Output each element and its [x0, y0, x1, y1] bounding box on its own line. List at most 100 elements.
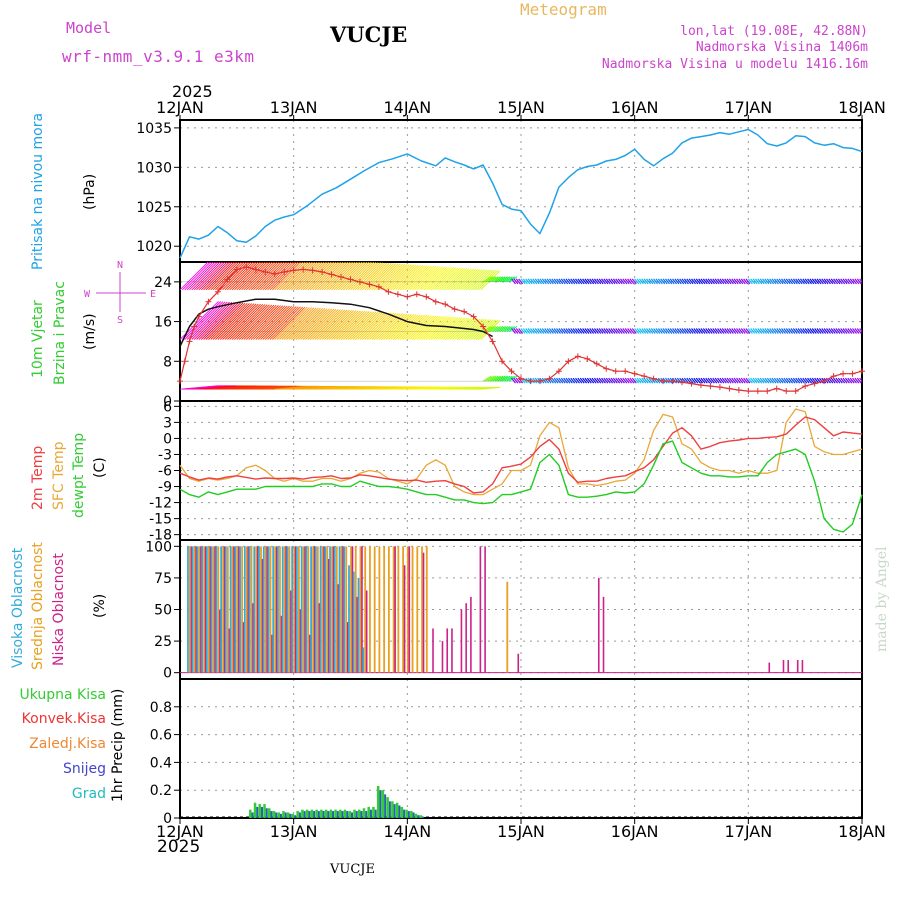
- snow-precip-bar: [308, 811, 311, 818]
- wind-barb: [435, 267, 459, 291]
- wind-barb: [376, 263, 403, 291]
- wind-barb: [411, 315, 437, 340]
- wind-barb: [627, 328, 633, 334]
- wind-barb: [395, 314, 421, 340]
- pressure-line: [179, 128, 863, 259]
- wind-barb: [380, 264, 408, 291]
- wind-barb: [572, 328, 578, 334]
- temp-unit: (C): [92, 457, 108, 478]
- wind-barb: [691, 328, 696, 334]
- wind-barb: [345, 262, 375, 291]
- wind-barb: [664, 328, 670, 334]
- wind-barb: [646, 278, 651, 285]
- wind-barb: [212, 262, 242, 291]
- station-title: VUCJE: [330, 22, 408, 47]
- snow-precip-bar: [407, 811, 410, 818]
- wind-barb: [674, 278, 680, 285]
- temperature-ytick-label: -18: [149, 528, 172, 544]
- wind-barb: [638, 377, 644, 384]
- wind-barb: [546, 278, 552, 285]
- wind-barb: [705, 328, 711, 334]
- wind-barb: [598, 278, 604, 285]
- wind-barb: [487, 326, 497, 332]
- wind-barb: [757, 328, 763, 334]
- wind-barb: [546, 328, 552, 334]
- wind-barb: [548, 278, 554, 285]
- wind-barb: [830, 328, 836, 334]
- wind-barb: [501, 375, 511, 382]
- wind-barb: [835, 377, 841, 384]
- wind-barb: [574, 278, 580, 285]
- wind-barb: [274, 262, 304, 291]
- precip-unit: 1hr Precip (mm): [110, 688, 126, 802]
- wind-barb: [423, 266, 448, 291]
- total-precip-bar: [282, 811, 285, 818]
- wind-barb: [191, 301, 230, 340]
- wind-barb: [525, 328, 531, 334]
- wind-barb: [307, 262, 337, 291]
- wind-barb: [286, 262, 316, 291]
- wind-barb: [856, 377, 862, 384]
- wind-barb: [402, 315, 428, 340]
- x-tick-top: 14JAN: [383, 98, 431, 117]
- wind-barb: [582, 377, 588, 384]
- wind-barb: [485, 326, 494, 332]
- wind-barb: [298, 308, 330, 340]
- wind-barb: [357, 312, 386, 340]
- wind-barb: [769, 328, 775, 334]
- wind-barb: [468, 319, 490, 340]
- wind-barb: [717, 278, 723, 285]
- wind-barb: [702, 377, 708, 384]
- wind-barb: [518, 328, 524, 334]
- total-precip-bar: [339, 809, 342, 818]
- snow-precip-bar: [355, 811, 358, 818]
- temperature-ytick-label: 6: [163, 399, 172, 415]
- wind-barb: [494, 276, 504, 283]
- wind-barb: [797, 377, 803, 384]
- wind-barb: [212, 303, 250, 340]
- wind-barb: [776, 328, 782, 334]
- wind-barb: [470, 319, 492, 340]
- wind-barb: [667, 328, 673, 334]
- wind-barb: [634, 377, 640, 384]
- wind-barb: [785, 278, 791, 285]
- wind-barb: [229, 304, 266, 340]
- wind-barb: [731, 278, 737, 285]
- wind-barb: [205, 262, 235, 291]
- wind-barb: [612, 278, 618, 285]
- wind-barb: [508, 326, 518, 332]
- wind-barb: [641, 377, 647, 384]
- snow-precip-bar: [317, 811, 320, 818]
- wind-barb: [497, 326, 506, 332]
- wind-barb: [653, 278, 659, 285]
- wind-barb: [200, 262, 231, 291]
- wind-barb: [288, 262, 318, 291]
- wind-barb: [489, 375, 499, 382]
- snow-precip-bar: [261, 806, 264, 818]
- snow-precip-bar: [365, 811, 368, 818]
- wind-barb: [522, 278, 528, 285]
- wind-barb: [781, 278, 786, 285]
- wind-barb: [726, 377, 732, 384]
- wind-barb: [700, 328, 706, 334]
- wind-barb: [754, 328, 760, 334]
- year-top: 2025: [172, 82, 213, 101]
- wind-barb: [198, 302, 237, 340]
- wind-barb: [385, 264, 412, 291]
- wind-barb: [589, 328, 595, 334]
- total-precip-bar: [353, 809, 356, 818]
- wind-barb: [414, 266, 439, 291]
- wind-barb: [264, 262, 295, 291]
- wind-barb: [669, 278, 675, 285]
- total-precip-bar: [362, 808, 366, 818]
- wind-barb: [698, 278, 704, 285]
- wind-barb: [473, 269, 494, 291]
- wind-barb: [331, 262, 361, 291]
- wind-barb: [501, 276, 511, 283]
- wind-barb: [352, 262, 381, 291]
- wind-barb: [328, 262, 358, 291]
- total-precip-bar: [348, 811, 351, 818]
- wind-barb: [724, 328, 730, 334]
- high-cloud-label: Visoka Oblacnost: [10, 547, 26, 668]
- wind-barb: [513, 278, 519, 285]
